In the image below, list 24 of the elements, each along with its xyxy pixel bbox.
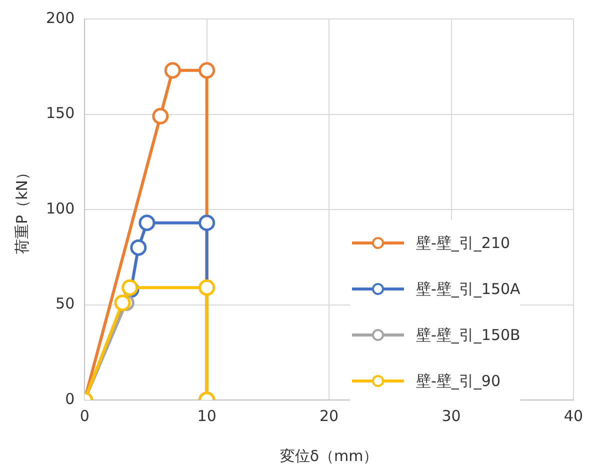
y-tick-label: 100: [46, 199, 75, 218]
legend-label: 壁-壁_引_210: [416, 234, 510, 252]
x-tick-label: 40: [564, 406, 584, 425]
point: [114, 294, 131, 312]
y-tick-label: 0: [65, 390, 75, 408]
x-tick-label: 0: [80, 406, 90, 425]
y-tick-label: 200: [46, 8, 75, 27]
point: [130, 239, 147, 256]
legend-label: 壁-壁_引_150B: [416, 326, 520, 344]
point: [164, 62, 181, 79]
legend-label: 壁-壁_引_150A: [416, 280, 520, 298]
point: [152, 108, 169, 124]
point: [138, 214, 156, 232]
x-axis-title: 変位δ（mm）: [280, 446, 378, 465]
y-axis-title: 荷重P（kN）: [12, 165, 31, 254]
legend-label: 壁-壁_引_90: [416, 372, 500, 390]
y-tick-label: 150: [46, 104, 75, 122]
x-tick-label: 30: [442, 406, 461, 425]
x-tick-label: 10: [197, 406, 216, 425]
x-tick-label: 20: [319, 406, 339, 425]
point: [198, 62, 216, 79]
point: [198, 279, 216, 296]
y-tick-label: 50: [56, 294, 75, 313]
point: [198, 214, 216, 232]
